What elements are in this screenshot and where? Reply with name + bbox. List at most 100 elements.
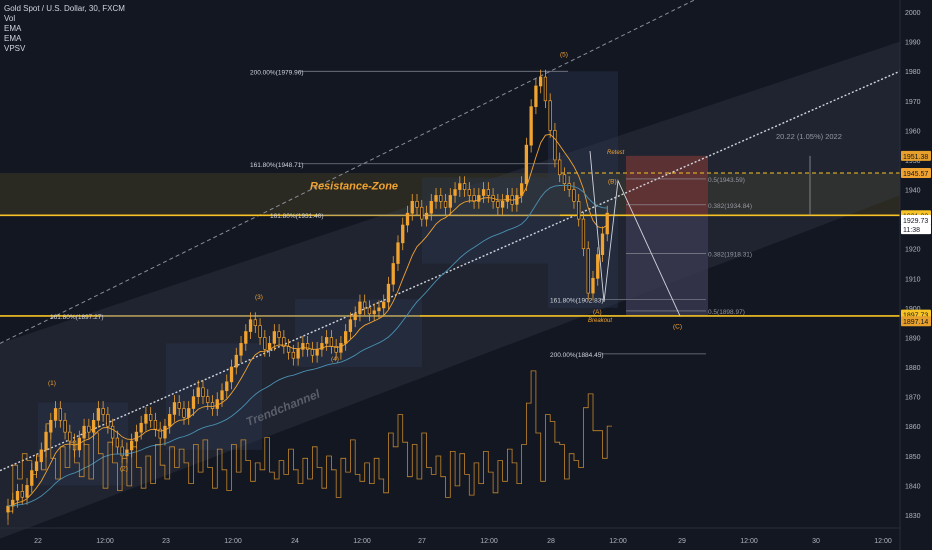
candle[interactable] [220,390,224,400]
candle[interactable] [172,402,177,415]
candle[interactable] [448,195,452,208]
candle[interactable] [458,183,462,190]
candle[interactable] [420,206,424,220]
candle[interactable] [401,224,405,244]
candle[interactable] [234,354,238,368]
candle[interactable] [443,201,448,208]
candle[interactable] [110,425,115,439]
candle[interactable] [168,414,172,427]
candle[interactable] [505,195,510,202]
candle[interactable] [462,183,467,190]
candle[interactable] [386,283,391,303]
candle[interactable] [63,419,67,433]
candle[interactable] [453,189,457,196]
candle[interactable] [600,233,605,255]
candle[interactable] [344,331,348,344]
candle[interactable] [101,408,105,415]
candle[interactable] [358,301,362,315]
candle[interactable] [415,201,419,208]
candle[interactable] [25,485,29,498]
candle[interactable] [82,425,86,439]
candle[interactable] [134,431,139,442]
candle[interactable] [91,419,96,433]
candle[interactable] [58,408,62,421]
candle[interactable] [301,343,305,350]
candle[interactable] [282,337,286,347]
candle[interactable] [572,189,576,202]
candle[interactable] [320,343,324,350]
candle[interactable] [225,381,229,392]
candle[interactable] [182,408,186,418]
candle[interactable] [543,76,548,102]
candle[interactable] [144,414,148,424]
candle[interactable] [405,212,410,226]
candle[interactable] [277,331,281,338]
candle[interactable] [291,351,296,359]
candle[interactable] [486,189,490,196]
candle[interactable] [596,254,600,279]
candle[interactable] [477,195,481,202]
candle[interactable] [239,343,243,356]
candle[interactable] [567,183,571,190]
candle[interactable] [96,408,101,421]
candle[interactable] [472,195,476,202]
candle[interactable] [339,343,343,353]
candle[interactable] [429,201,433,214]
candle[interactable] [524,144,529,184]
candle[interactable] [201,387,205,397]
candle[interactable] [324,337,329,344]
candle[interactable] [206,396,210,403]
candle[interactable] [396,242,400,264]
candle[interactable] [496,201,500,208]
candle[interactable] [106,414,110,427]
candle[interactable] [20,490,24,498]
candle[interactable] [434,195,438,202]
candle[interactable] [372,310,376,315]
candle[interactable] [586,248,590,294]
candle[interactable] [605,212,609,235]
candle[interactable] [158,428,162,439]
candle[interactable] [467,189,471,196]
candle[interactable] [353,313,357,321]
candle[interactable] [196,387,200,397]
candle[interactable] [53,408,58,421]
candle[interactable] [272,331,276,344]
candle[interactable] [296,348,300,359]
candle[interactable] [163,425,167,439]
candle[interactable] [591,277,595,294]
candle[interactable] [519,183,524,196]
candle[interactable] [125,449,129,457]
candle[interactable] [253,319,257,326]
candle[interactable] [562,174,567,184]
candle[interactable] [315,348,319,356]
candle[interactable] [263,337,267,350]
candle[interactable] [177,402,181,409]
candle[interactable] [577,201,581,220]
candle[interactable] [87,425,91,433]
candle[interactable] [329,337,334,347]
candle[interactable] [539,76,543,87]
candle[interactable] [15,490,20,501]
candle[interactable] [149,414,153,421]
candle[interactable] [187,408,191,418]
candle[interactable] [558,159,562,176]
candle[interactable] [529,106,533,146]
candle[interactable] [367,307,372,315]
candle[interactable] [548,100,552,131]
candle[interactable] [382,301,386,309]
candle[interactable] [410,201,414,214]
candle[interactable] [310,348,315,356]
candle[interactable] [391,263,395,285]
candle[interactable] [439,195,443,202]
candle[interactable] [68,431,72,442]
candle[interactable] [229,366,234,383]
candle[interactable] [120,446,124,457]
candle[interactable] [424,212,429,220]
candle[interactable] [210,402,215,409]
candle[interactable] [363,301,367,309]
candle[interactable] [481,189,486,196]
candle[interactable] [553,130,557,161]
candle[interactable] [215,399,219,409]
